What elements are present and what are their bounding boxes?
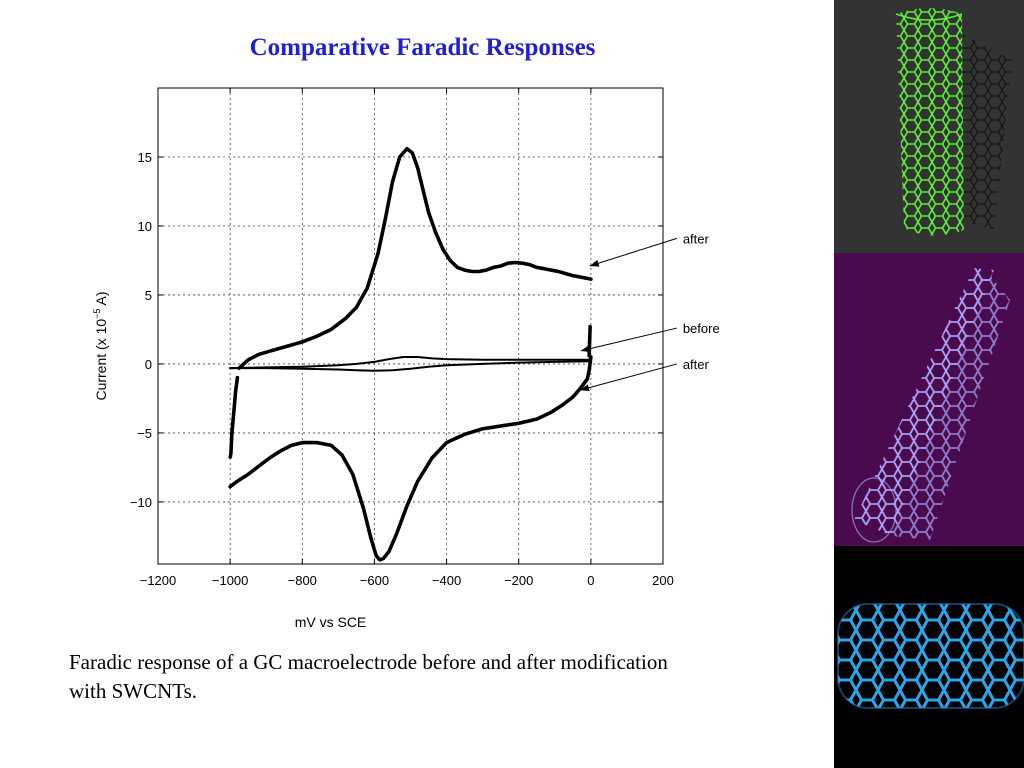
y-axis-label: Current (x 10−5 A)	[92, 291, 109, 400]
annotation-label: before	[683, 321, 720, 336]
series-0-line	[237, 146, 593, 370]
series-2-line	[228, 375, 240, 460]
x-tick-label: −400	[432, 573, 461, 588]
nanotube-purple-image	[834, 253, 1024, 546]
x-tick-label: −800	[288, 573, 317, 588]
slide-title: Comparative Faradic Responses	[249, 34, 596, 61]
y-axis-label-tail: A)	[93, 291, 109, 308]
annotation-arrowhead	[580, 384, 590, 392]
annotation-label: after	[683, 231, 710, 246]
y-tick-label: 10	[138, 219, 152, 234]
nanotube-blue-image	[834, 546, 1024, 768]
x-tick-label: −200	[504, 573, 533, 588]
annotation-layer: after before after	[579, 231, 720, 392]
y-axis-label-main: Current (x 10	[93, 319, 109, 401]
y-axis-label-exponent: −5	[92, 309, 102, 319]
chart-grid	[158, 88, 663, 564]
x-tick-label: −1000	[212, 573, 249, 588]
figure-caption: Faradic response of a GC macroelectrode …	[69, 650, 668, 703]
annotation-arrowhead	[589, 259, 600, 267]
series-layer	[228, 146, 593, 562]
y-tick-label: −10	[130, 495, 152, 510]
plot-frame	[157, 87, 664, 565]
axis-ticks: −1200 −1000 −800 −600 −400 −200 0 200 −10 −5 0 5 10 1…	[130, 88, 674, 588]
cyclic-voltammogram-chart: −1200 −1000 −800 −600 −400 −200 0 200 −10 −5 0 5 10 1…	[92, 87, 720, 630]
x-tick-label: 200	[652, 573, 674, 588]
y-tick-label: 0	[145, 357, 152, 372]
series-1-line	[228, 355, 593, 562]
y-tick-label: 5	[145, 288, 152, 303]
series-4-line	[229, 360, 592, 372]
annotation-arrow-line	[580, 327, 677, 352]
series-3-line	[229, 356, 592, 370]
x-tick-label: −1200	[140, 573, 177, 588]
annotation-label: after	[683, 357, 710, 372]
x-tick-label: −600	[360, 573, 389, 588]
x-tick-label: 0	[587, 573, 594, 588]
y-tick-label: −5	[137, 426, 152, 441]
annotation-arrow-line	[579, 363, 677, 391]
x-axis-label: mV vs SCE	[295, 614, 367, 630]
nanotube-green-image	[834, 0, 1024, 253]
annotation-arrow-line	[589, 237, 677, 267]
y-tick-label: 15	[138, 150, 152, 165]
annotation-arrowhead	[580, 345, 591, 353]
nanotube-image-panel	[834, 0, 1024, 768]
